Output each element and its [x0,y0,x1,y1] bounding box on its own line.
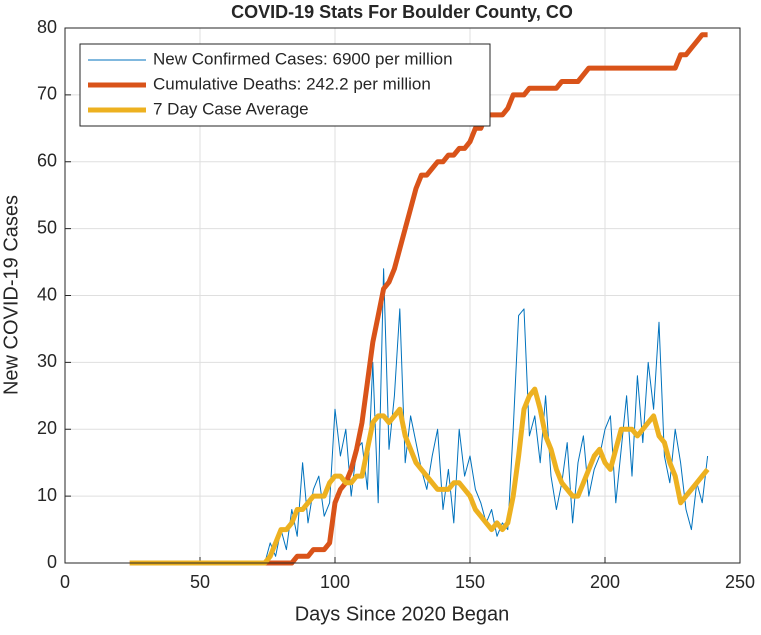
chart-title: COVID-19 Stats For Boulder County, CO [231,2,573,22]
legend-label: New Confirmed Cases: 6900 per million [153,49,453,68]
x-tick-label: 100 [320,572,350,592]
y-tick-label: 40 [37,284,57,304]
legend-box [79,43,491,127]
y-tick-label: 50 [37,217,57,237]
y-tick-label: 60 [37,151,57,171]
x-axis-label: Days Since 2020 Began [295,603,510,625]
y-tick-label: 30 [37,351,57,371]
x-tick-label: 150 [455,572,485,592]
y-axis-label: New COVID-19 Cases [0,195,22,395]
y-tick-label: 10 [37,485,57,505]
legend-label: Cumulative Deaths: 242.2 per million [153,74,431,93]
x-tick-label: 250 [725,572,755,592]
x-tick-label: 0 [60,572,70,592]
axes-box [64,27,741,564]
y-tick-label: 20 [37,418,57,438]
x-tick-label: 200 [590,572,620,592]
y-tick-label: 80 [37,17,57,37]
y-tick-label: 70 [37,84,57,104]
y-tick-label: 0 [47,552,57,572]
x-tick-label: 50 [190,572,210,592]
legend-label: 7 Day Case Average [153,99,309,118]
